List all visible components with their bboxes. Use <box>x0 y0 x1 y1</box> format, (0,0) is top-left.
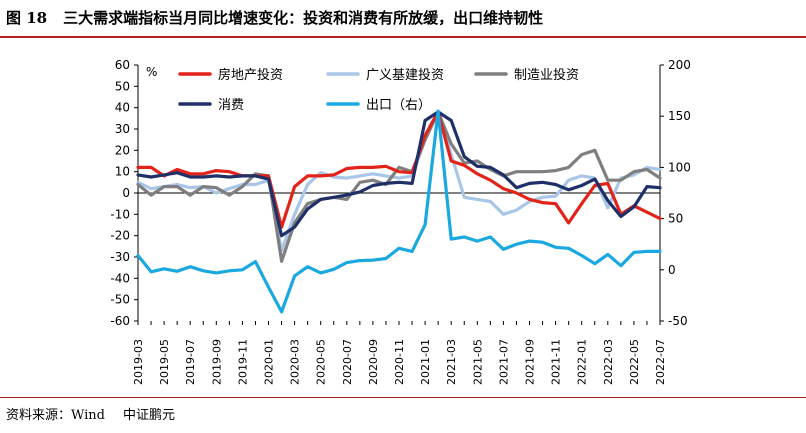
x-tick-label: 2021-11 <box>550 339 563 385</box>
chart-series <box>136 109 662 314</box>
x-tick-label: 2020-03 <box>289 339 302 385</box>
right-tick-label: 0 <box>668 263 676 277</box>
legend-label: 房地产投资 <box>218 67 283 83</box>
legend-label: 消费 <box>218 98 244 113</box>
left-tick-label: 50 <box>115 79 130 93</box>
x-tick-label: 2019-11 <box>236 339 249 385</box>
x-tick-label: 2022-05 <box>628 339 641 385</box>
figure-title: 图 18 三大需求端指标当月同比增速变化：投资和消费有所放缓，出口维持韧性 <box>0 0 806 36</box>
x-tick-label: 2020-05 <box>315 339 328 385</box>
figure-title-text: 图 18 三大需求端指标当月同比增速变化：投资和消费有所放缓，出口维持韧性 <box>6 7 543 28</box>
source-label: 资料来源：Wind <box>6 408 105 423</box>
x-tick-label: 2021-05 <box>471 339 484 385</box>
series-line <box>136 109 662 314</box>
left-tick-label: -10 <box>110 207 130 221</box>
figure-number: 图 18 <box>6 9 48 27</box>
x-tick-label: 2019-05 <box>158 339 171 385</box>
top-rule <box>0 36 806 38</box>
left-tick-label: 40 <box>115 101 130 115</box>
source-org: 中证鹏元 <box>123 408 176 423</box>
series-line <box>136 110 662 263</box>
left-tick-label: 20 <box>115 143 130 157</box>
x-tick-label: 2022-07 <box>654 339 667 385</box>
legend-label: 广义基建投资 <box>366 67 444 83</box>
legend-label: 制造业投资 <box>514 67 579 83</box>
x-tick-label: 2022-03 <box>602 339 615 385</box>
series-line <box>136 110 662 229</box>
bottom-rule <box>0 397 806 398</box>
left-tick-label: -50 <box>110 293 130 307</box>
right-tick-label: -50 <box>668 314 688 328</box>
left-tick-label: 60 <box>115 58 130 72</box>
right-tick-label: 100 <box>668 160 691 174</box>
left-axis-unit: % <box>146 65 157 79</box>
x-tick-label: 2020-07 <box>341 339 354 385</box>
x-tick-label: 2020-11 <box>393 339 406 385</box>
x-tick-label: 2019-03 <box>132 339 145 385</box>
left-tick-label: 0 <box>122 186 130 200</box>
left-tick-label: -60 <box>110 314 130 328</box>
x-tick-label: 2019-07 <box>184 339 197 385</box>
series-line <box>136 110 662 238</box>
x-tick-label: 2021-09 <box>524 339 537 385</box>
right-tick-label: 150 <box>668 109 691 123</box>
x-tick-label: 2020-09 <box>367 339 380 385</box>
x-tick-label: 2019-09 <box>210 339 223 385</box>
left-tick-label: -40 <box>110 271 130 285</box>
series-line <box>136 110 662 253</box>
figure-caption: 三大需求端指标当月同比增速变化：投资和消费有所放缓，出口维持韧性 <box>63 9 544 27</box>
left-tick-label: 30 <box>115 122 130 136</box>
x-tick-label: 2020-01 <box>263 339 276 385</box>
source-note: 资料来源：Wind 中证鹏元 <box>6 404 175 423</box>
right-tick-label: 50 <box>668 212 683 226</box>
x-tick-label: 2021-07 <box>497 339 510 385</box>
left-tick-label: -30 <box>110 250 130 264</box>
left-tick-label: 10 <box>115 165 130 179</box>
x-tick-label: 2021-03 <box>445 339 458 385</box>
x-tick-label: 2022-01 <box>576 339 589 385</box>
x-tick-label: 2021-01 <box>419 339 432 385</box>
legend-label: 出口（右） <box>366 98 431 113</box>
left-tick-label: -20 <box>110 229 130 243</box>
right-tick-label: 200 <box>668 58 691 72</box>
